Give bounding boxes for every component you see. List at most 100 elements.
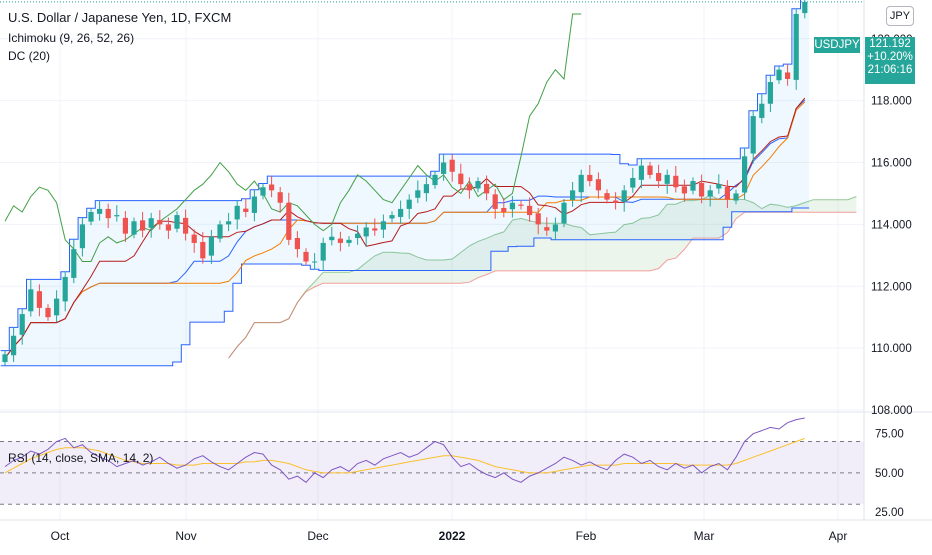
candle-body — [312, 261, 318, 263]
donchian-lower — [0, 207, 810, 367]
candle-body — [767, 82, 773, 104]
candle-body — [122, 217, 128, 234]
candle-body — [466, 184, 472, 191]
bar-countdown: 21:06:16 — [867, 64, 913, 76]
candle-body — [501, 207, 507, 212]
time-axis: Oct Nov Dec 2022 Feb Mar Apr — [0, 519, 932, 543]
candle-body — [157, 220, 163, 225]
candle-body — [604, 193, 610, 200]
rsi-line — [4, 417, 805, 483]
candle-body — [423, 184, 429, 194]
candle-body — [105, 208, 111, 219]
donchian-upper — [0, 0, 801, 352]
time-tick-label: Mar — [694, 529, 715, 543]
candle-body — [97, 208, 103, 214]
candle-body — [11, 335, 17, 356]
candle-body — [716, 184, 722, 189]
candle-body — [570, 190, 576, 200]
candle-body — [527, 205, 533, 216]
candle-body — [509, 202, 515, 210]
price-tick-label: 116.000 — [871, 158, 912, 170]
candle-body — [380, 221, 386, 230]
candle-body — [750, 116, 756, 154]
candle-body — [793, 14, 799, 80]
time-tick-label: Oct — [51, 529, 70, 543]
candle-body — [432, 174, 438, 186]
candle-body — [802, 1, 808, 14]
rsi-pane — [0, 411, 932, 505]
candle-body — [62, 276, 68, 302]
candle-body — [785, 72, 791, 79]
candle-body — [183, 217, 189, 234]
candle-body — [699, 182, 705, 197]
candle-body — [208, 236, 214, 256]
symbol-badge: USDJPY — [814, 37, 860, 53]
candle-body — [552, 224, 558, 232]
grid — [0, 0, 864, 520]
candle-body — [613, 200, 619, 203]
price-badge: 121.192 +10.20% 21:06:16 — [865, 37, 915, 84]
candle-body — [303, 251, 309, 262]
candle-body — [286, 202, 292, 240]
candle-body — [638, 165, 644, 180]
candle-body — [217, 224, 223, 239]
candle-body — [595, 179, 601, 191]
candle-body — [277, 192, 283, 203]
candle-body — [535, 213, 541, 225]
tenkan-line — [4, 97, 806, 359]
candle-body — [484, 183, 490, 194]
candle-body — [269, 184, 275, 191]
candle-body — [226, 221, 232, 225]
price-tick-label: 114.000 — [871, 219, 912, 231]
candle-body — [294, 237, 300, 250]
candle-body — [587, 174, 593, 182]
candle-body — [114, 215, 120, 217]
candle-body — [630, 177, 636, 188]
candle-body — [45, 307, 51, 318]
candle-body — [647, 165, 653, 175]
ichimoku-legend[interactable]: Ichimoku (9, 26, 52, 26) — [8, 31, 135, 45]
candle-body — [724, 186, 730, 200]
candle-body — [492, 194, 498, 209]
candle-body — [690, 181, 696, 191]
candle-body — [329, 236, 335, 241]
candle-body — [346, 239, 352, 243]
candle-body — [363, 227, 369, 237]
time-tick-label: Feb — [576, 529, 597, 543]
time-tick-label: 2022 — [439, 529, 466, 543]
cloud-fill — [228, 195, 857, 359]
candle-body — [578, 174, 584, 193]
rsi-tick-label: 25.00 — [875, 507, 904, 519]
candle-body — [759, 103, 765, 118]
senkou-span-b — [228, 211, 857, 359]
ichimoku-cloud — [228, 194, 857, 359]
currency-button[interactable]: JPY — [886, 6, 914, 26]
candle-body — [200, 242, 206, 259]
candle-body — [140, 220, 146, 231]
candle-body — [621, 190, 627, 202]
candle-body — [518, 204, 524, 206]
candle-body — [355, 233, 361, 238]
price-value: 121.192 — [869, 38, 911, 50]
rsi-tick-label: 75.00 — [875, 429, 904, 441]
candle-body — [243, 208, 249, 212]
donchian-legend[interactable]: DC (20) — [8, 49, 51, 63]
candle-body — [28, 289, 34, 312]
price-change: +10.20% — [867, 51, 913, 63]
candle-body — [165, 224, 171, 231]
candles — [2, 0, 808, 366]
price-tick-label: 118.000 — [871, 96, 912, 108]
candle-body — [234, 205, 240, 220]
candle-body — [191, 234, 197, 243]
candle-body — [337, 238, 343, 243]
chart-title: U.S. Dollar / Japanese Yen, 1D, FXCM — [8, 10, 232, 25]
candle-body — [2, 354, 8, 363]
candle-body — [71, 249, 77, 278]
rsi-legend[interactable]: RSI (14, close, SMA, 14, 2) — [8, 451, 154, 465]
price-tick-label: 110.000 — [871, 343, 912, 355]
candle-body — [260, 187, 266, 196]
candle-body — [415, 190, 421, 198]
candle-body — [458, 173, 464, 185]
